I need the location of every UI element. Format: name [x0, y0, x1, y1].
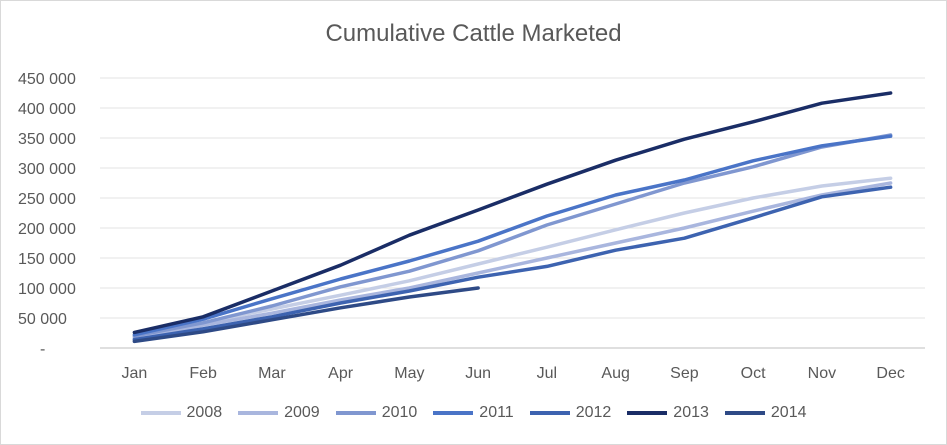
- legend-label: 2012: [575, 404, 612, 421]
- legend-swatch: [433, 411, 474, 415]
- legend-swatch: [724, 411, 765, 415]
- series-line-2013: [132, 91, 893, 335]
- x-tick-label: Jan: [121, 365, 147, 382]
- y-tick-label: 300 000: [18, 161, 76, 178]
- series-lines: [132, 91, 893, 344]
- y-tick-label: 450 000: [18, 71, 76, 88]
- series-line-2009: [132, 181, 893, 341]
- y-tick-label: 250 000: [18, 191, 76, 208]
- y-tick-label: 350 000: [18, 131, 76, 148]
- y-tick-label: 100 000: [18, 281, 76, 298]
- y-tick-label: 200 000: [18, 221, 76, 238]
- x-tick-label: Aug: [601, 365, 629, 382]
- y-tick-label: -: [40, 341, 45, 358]
- x-tick-label: Feb: [189, 365, 217, 382]
- legend-swatch: [335, 411, 376, 415]
- x-axis-tick-labels: Jan Feb Mar Apr May Jun Jul Aug Sep Oct Nov Dec: [121, 365, 904, 382]
- chart-title: Cumulative Cattle Marketed: [325, 20, 622, 47]
- x-tick-label: Jul: [537, 365, 557, 382]
- x-tick-label: May: [394, 365, 424, 382]
- y-tick-label: 400 000: [18, 101, 76, 118]
- series-line-2012: [132, 185, 893, 342]
- series-line-2008: [132, 176, 893, 339]
- legend-swatch: [238, 411, 279, 415]
- series-line-2011: [132, 134, 893, 337]
- y-tick-label: 50 000: [18, 311, 67, 328]
- x-tick-label: Sep: [670, 365, 699, 382]
- x-tick-label: Dec: [876, 365, 904, 382]
- legend-item-2014: 2014: [724, 404, 807, 422]
- legend-item-2012: 2012: [529, 404, 612, 422]
- legend-swatch: [140, 411, 181, 415]
- x-tick-label: Apr: [328, 365, 354, 382]
- x-tick-label: Oct: [741, 365, 766, 382]
- legend-item-2013: 2013: [627, 404, 709, 422]
- legend-label: 2009: [284, 404, 320, 421]
- y-tick-label: 150 000: [18, 251, 76, 268]
- legend-label: 2008: [186, 404, 223, 421]
- legend-label: 2010: [381, 404, 418, 421]
- legend-swatch: [529, 411, 570, 415]
- x-tick-label: Jun: [465, 365, 491, 382]
- legend-item-2008: 2008: [140, 404, 223, 422]
- legend-label: 2014: [770, 404, 807, 421]
- legend-item-2011: 2011: [433, 404, 514, 422]
- y-axis-tick-labels: - 50 000 100 000 150 000 200 000 250 000 300 0…: [18, 71, 76, 358]
- legend-item-2009: 2009: [238, 404, 320, 422]
- series-line-2014: [132, 286, 480, 344]
- legend: 2008 2009 2010 2011 2012 2013 2014: [0, 400, 947, 426]
- x-tick-label: Nov: [808, 365, 836, 382]
- legend-swatch: [627, 411, 668, 415]
- series-line-2010: [132, 133, 893, 338]
- legend-item-2010: 2010: [335, 404, 418, 422]
- x-tick-label: Mar: [258, 365, 286, 382]
- legend-label: 2011: [479, 404, 514, 421]
- legend-label: 2013: [673, 404, 709, 421]
